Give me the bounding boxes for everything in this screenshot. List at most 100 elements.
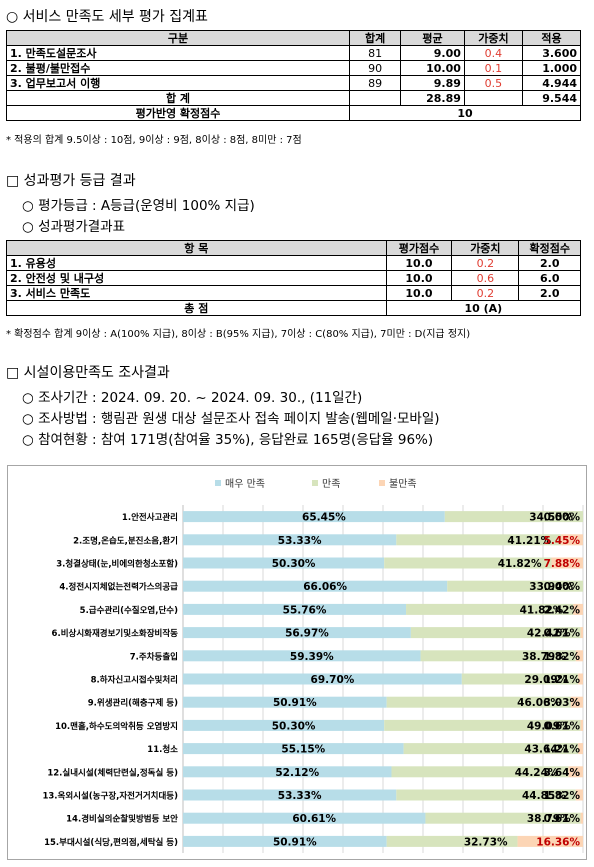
legend-label-0: 매우 만족 — [225, 478, 265, 490]
row-weight: 0.2 — [451, 285, 520, 301]
row-name: 2. 안전성 및 내구성 — [6, 270, 387, 286]
row-applied: 3.600 — [521, 45, 582, 61]
data-label-1: 33.94% — [529, 581, 573, 593]
row-name: 3. 업무보고서 이행 — [6, 75, 350, 91]
bar-segment-0 — [183, 766, 392, 778]
row-average: 9.89 — [400, 75, 465, 91]
bar-segment-0 — [183, 511, 445, 523]
bar-segment-2 — [570, 696, 583, 708]
category-label: 9.위생관리(해충구제 등) — [88, 698, 178, 709]
category-label: 11.청소 — [147, 744, 178, 755]
bar-segment-2 — [575, 650, 583, 662]
col-header-total: 합계 — [348, 30, 402, 46]
row-average: 10.00 — [400, 60, 465, 76]
sum-average: 28.89 — [400, 90, 465, 106]
category-label: 14.경비실의순찰및방범등 보안 — [66, 814, 178, 825]
bar-segment-2 — [580, 719, 583, 731]
data-label-0: 50.91% — [273, 836, 317, 848]
row-score: 10.0 — [385, 270, 453, 286]
category-label: 10.맨홀,하수도의악취등 오염방지 — [55, 721, 178, 732]
data-label-0: 55.76% — [283, 604, 327, 616]
chart-category-labels: 1.안전사고관리 2.조명,온습도,분진소음,환기 3.청결상태(눈,비에의한청소포… — [42, 512, 178, 848]
section3-heading: □ 시설이용만족도 조사결과 — [6, 365, 170, 381]
total-label: 총 점 — [6, 300, 387, 316]
bar-segment-1 — [386, 696, 571, 708]
row-final: 2.0 — [518, 285, 581, 301]
category-label: 3.청결상태(눈,비에의한청소포함) — [56, 559, 178, 570]
row-name: 1. 유용성 — [6, 255, 387, 271]
performance-result-table: 항 목 평가점수 가중치 확정점수 1. 유용성 10.0 0.2 2.0 2.… — [6, 240, 582, 316]
col-header-average: 평균 — [400, 30, 465, 46]
data-label-1: 38.79% — [522, 651, 566, 663]
table-row: 2. 안전성 및 내구성 10.0 0.6 6.0 — [6, 270, 581, 286]
data-label-2: 3.64% — [544, 767, 581, 779]
col-header-applied: 적용 — [521, 30, 582, 46]
service-satisfaction-table: 구분 합계 평균 가중치 적용 1. 만족도설문조사 81 9.00 0.4 3… — [6, 30, 582, 121]
col-header-weight: 가중치 — [451, 240, 520, 256]
data-label-0: 50.30% — [272, 720, 316, 732]
bar-segment-0 — [183, 789, 397, 801]
category-label: 2.조명,온습도,분진소음,환기 — [73, 535, 178, 546]
row-name: 2. 불평/불만접수 — [6, 60, 350, 76]
bar-segment-0 — [183, 627, 411, 639]
row-weight: 0.6 — [451, 270, 520, 286]
bar-segment-1 — [444, 511, 583, 523]
sum-label: 합 계 — [6, 90, 350, 106]
data-label-1: 41.82% — [520, 604, 564, 616]
bar-segment-1 — [420, 650, 576, 662]
row-weight: 0.5 — [463, 75, 523, 91]
category-label: 15.부대시설(식당,편의점,세탁실 등) — [44, 837, 178, 848]
row-score: 10.0 — [385, 255, 453, 271]
data-label-2: 0.61% — [544, 628, 581, 640]
data-label-0: 59.39% — [290, 651, 334, 663]
bar-segment-0 — [183, 696, 387, 708]
data-label-0: 66.06% — [303, 581, 347, 593]
bar-segment-0 — [183, 603, 407, 615]
data-label-2: 3.03% — [544, 697, 581, 709]
row-applied: 1.000 — [521, 60, 582, 76]
data-label-2: 0.00% — [544, 512, 581, 524]
survey-period-bullet: ○ 조사기간 : 2024. 09. 20. ~ 2024. 09. 30., … — [22, 390, 363, 406]
category-label: 6.비상시화재경보기및소화장비작동 — [52, 628, 179, 639]
table-total-row: 총 점 10 (A) — [6, 300, 582, 316]
legend-swatch-2 — [379, 480, 385, 486]
data-label-2: 1.21% — [544, 744, 581, 756]
bar-segment-0 — [183, 557, 385, 569]
data-label-1: 44.24% — [515, 767, 559, 779]
bar-segment-2 — [573, 603, 583, 615]
category-label: 12.실내시설(체력단련실,정독실 등) — [47, 767, 178, 778]
data-label-2: 5.45% — [544, 535, 581, 547]
bar-segment-0 — [183, 650, 421, 662]
category-label: 7.주차등출입 — [130, 651, 178, 662]
data-label-1: 41.82% — [498, 558, 542, 570]
data-label-1: 29.09% — [524, 674, 568, 686]
legend-label-1: 만족 — [322, 478, 340, 490]
bar-segment-2 — [578, 673, 583, 685]
bar-segment-0 — [183, 534, 397, 546]
data-label-2: 2.42% — [544, 604, 581, 616]
bar-segment-1 — [396, 789, 576, 801]
data-label-1: 49.09% — [527, 720, 571, 732]
bar-segment-0 — [183, 580, 448, 592]
data-label-0: 60.61% — [292, 813, 336, 825]
data-label-0: 50.30% — [272, 558, 316, 570]
bar-segment-1 — [403, 743, 579, 755]
data-label-0: 52.12% — [275, 767, 319, 779]
data-label-2: 0.61% — [544, 720, 581, 732]
result-table-bullet: ○ 성과평가결과표 — [22, 219, 126, 235]
bar-segment-2 — [561, 534, 583, 546]
row-name: 1. 만족도설문조사 — [6, 45, 350, 61]
table-row: 1. 만족도설문조사 81 9.00 0.4 3.600 — [6, 45, 582, 61]
bar-segment-1 — [447, 580, 583, 592]
data-label-2: 1.82% — [544, 790, 581, 802]
data-label-2: 7.88% — [544, 558, 581, 570]
data-label-2: 0.61% — [544, 813, 581, 825]
section1-note: * 적용의 합계 9.5이상 : 10점, 9이상 : 9점, 8이상 : 8점… — [6, 135, 302, 146]
bar-segment-2 — [580, 812, 584, 824]
category-label: 4.정전시지체없는전력가스의공급 — [59, 582, 178, 593]
bar-segment-1 — [406, 603, 574, 615]
table-row: 1. 유용성 10.0 0.2 2.0 — [6, 255, 581, 271]
row-weight: 0.2 — [451, 255, 520, 271]
row-weight: 0.4 — [463, 45, 523, 61]
table-row: 3. 서비스 만족도 10.0 0.2 2.0 — [6, 285, 581, 301]
